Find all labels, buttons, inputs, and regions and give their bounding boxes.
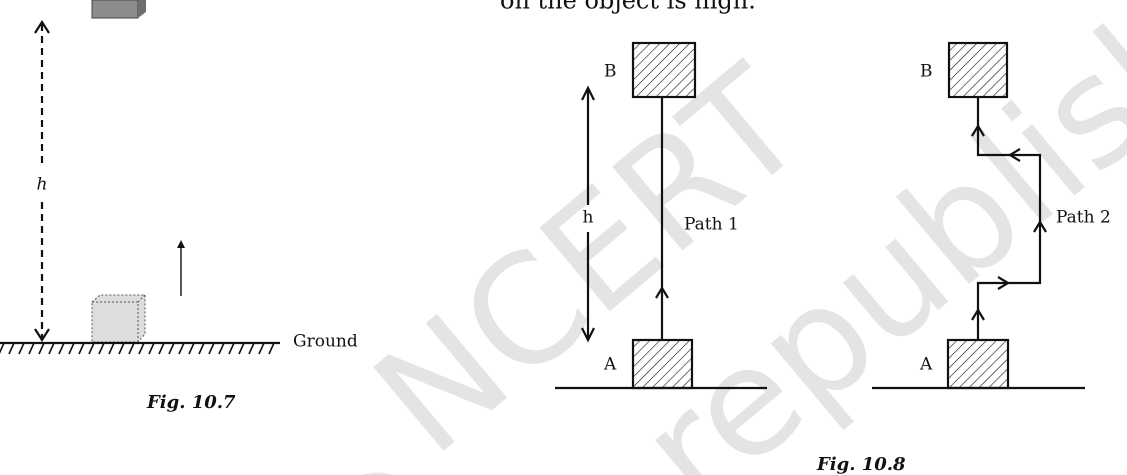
label-a: A <box>919 355 933 375</box>
label-b: B <box>604 62 617 82</box>
path-2 <box>976 97 1042 340</box>
raised-box <box>91 0 139 19</box>
box-a <box>631 338 694 390</box>
arrow-heads <box>34 19 50 343</box>
path-label: Path 2 <box>1056 208 1111 228</box>
box-a <box>946 338 1010 390</box>
caption: Fig. 10.7 <box>146 392 236 413</box>
height-label: h <box>583 208 594 228</box>
ground-box-edge <box>92 294 146 342</box>
fig-10-8-left: B Path 1 h A <box>555 41 767 390</box>
fig-10-8-right: B Path 2 A <box>872 41 1111 390</box>
path-arrow <box>655 285 669 299</box>
ground-hatch <box>0 342 275 355</box>
ground-label: Ground <box>293 332 358 352</box>
fig-10-7: h Ground Fig. 10.7 <box>0 0 358 413</box>
path-label: Path 1 <box>684 215 739 235</box>
header-text: on the object is high. <box>500 0 756 15</box>
raised-box-side <box>138 0 146 18</box>
caption: Fig. 10.8 <box>816 454 906 475</box>
label-b: B <box>920 62 933 82</box>
arrow-heads <box>581 85 595 343</box>
ground-box <box>91 294 146 343</box>
box-b <box>947 41 1009 99</box>
label-a: A <box>603 355 617 375</box>
path-arrows <box>971 123 1047 321</box>
box-b <box>631 41 697 99</box>
up-arrow-head <box>177 240 185 248</box>
height-label: h <box>37 175 48 195</box>
